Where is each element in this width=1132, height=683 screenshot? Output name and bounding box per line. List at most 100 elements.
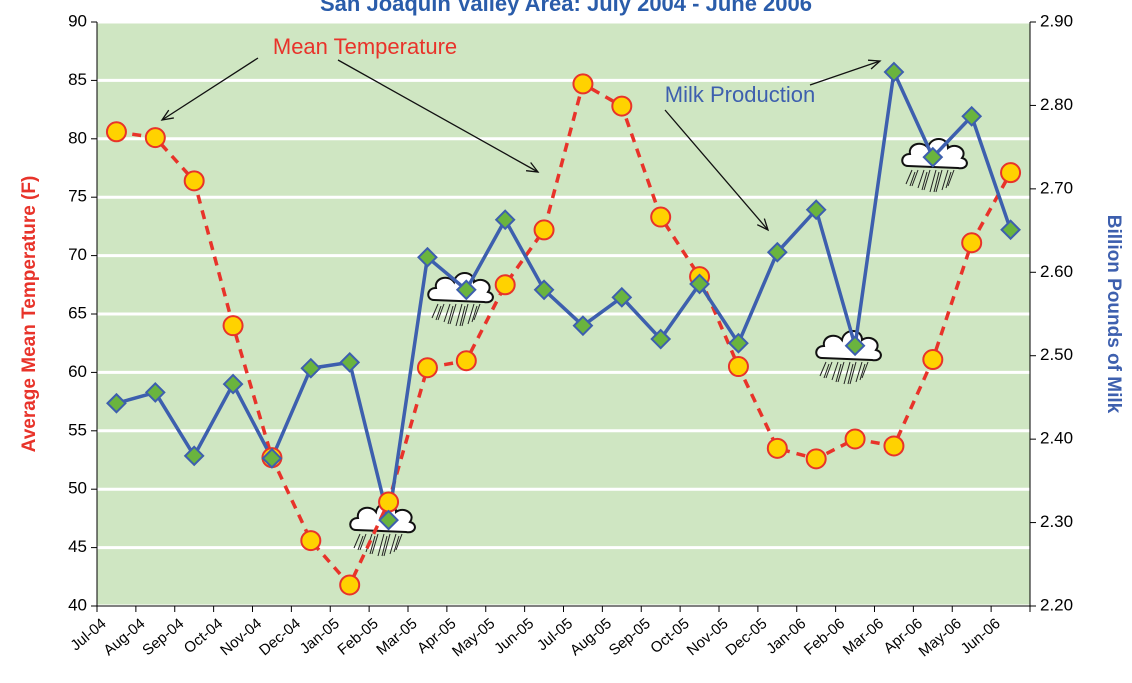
temperature-marker bbox=[572, 73, 594, 95]
x-tick-label: Feb-05 bbox=[334, 615, 381, 659]
y-tick-label: 80 bbox=[68, 128, 87, 147]
milk-marker bbox=[339, 351, 361, 373]
y-tick-label: 85 bbox=[68, 70, 87, 89]
y-tick-label: 50 bbox=[68, 479, 87, 498]
chart-title: San Joaquin Valley Area: July 2004 - Jun… bbox=[320, 0, 812, 16]
annotation-arrow-head bbox=[756, 218, 770, 232]
x-tick-label: Jun-05 bbox=[491, 615, 537, 658]
y2-tick-label: 2.90 bbox=[1040, 11, 1073, 30]
x-tick-label: Sep-04 bbox=[139, 615, 187, 659]
temperature-marker bbox=[144, 127, 166, 149]
x-tick-label: Dec-05 bbox=[722, 615, 770, 659]
temperature-marker bbox=[455, 350, 477, 372]
annotation-arrow bbox=[664, 109, 769, 231]
x-tick-label: Aug-04 bbox=[100, 615, 148, 659]
milk-marker bbox=[300, 357, 322, 379]
annotation: Milk Production bbox=[665, 82, 815, 107]
temperature-marker bbox=[416, 357, 438, 379]
milk-marker bbox=[922, 146, 944, 168]
temperature-marker bbox=[922, 349, 944, 371]
y-tick-label: 40 bbox=[68, 595, 87, 614]
milk-marker bbox=[494, 209, 516, 231]
milk-marker bbox=[961, 105, 983, 127]
milk-marker bbox=[883, 61, 905, 83]
y2-tick-label: 2.70 bbox=[1040, 178, 1073, 197]
y-tick-label: 45 bbox=[68, 537, 87, 556]
annotation-arrow bbox=[809, 60, 881, 86]
temperature-marker bbox=[883, 435, 905, 457]
y-tick-label: 60 bbox=[68, 362, 87, 381]
annotation-arrow-head bbox=[160, 109, 174, 121]
milk-marker bbox=[455, 279, 477, 301]
y-tick-label: 65 bbox=[68, 303, 87, 322]
y2-axis-label: Billion Pounds of Milk bbox=[1103, 215, 1124, 414]
y2-tick-label: 2.40 bbox=[1040, 429, 1073, 448]
x-tick-label: Oct-04 bbox=[181, 615, 226, 657]
temperature-marker bbox=[844, 428, 866, 450]
series-line bbox=[115, 65, 1013, 521]
annotation-arrow-head bbox=[867, 59, 882, 70]
x-tick-label: Oct-05 bbox=[647, 615, 692, 657]
x-tick-label: Jan-05 bbox=[297, 615, 343, 658]
milk-marker bbox=[689, 273, 710, 295]
annotation-arrow bbox=[337, 59, 539, 173]
temperature-marker bbox=[727, 356, 749, 378]
temperature-marker bbox=[300, 530, 322, 552]
y-axis-label: Average Mean Temperature (F) bbox=[19, 176, 40, 453]
temperature-marker bbox=[222, 315, 244, 337]
y-tick-label: 70 bbox=[68, 245, 87, 264]
x-tick-label: May-06 bbox=[916, 615, 965, 660]
milk-marker bbox=[144, 382, 166, 403]
y2-tick-label: 2.30 bbox=[1040, 512, 1073, 531]
x-tick-label: Sep-05 bbox=[606, 615, 654, 659]
x-tick-label: Nov-05 bbox=[684, 615, 732, 659]
milk-marker bbox=[106, 392, 127, 414]
milk-marker bbox=[650, 328, 672, 350]
milk-marker bbox=[805, 199, 827, 221]
temperature-marker bbox=[961, 232, 983, 254]
temperature-marker bbox=[805, 448, 827, 470]
y2-tick-label: 2.80 bbox=[1040, 95, 1073, 114]
temperature-marker bbox=[533, 219, 555, 241]
annotation-arrow-head bbox=[526, 162, 540, 173]
x-tick-label: Mar-05 bbox=[373, 615, 420, 659]
temperature-marker bbox=[766, 437, 788, 459]
temperature-marker bbox=[105, 121, 127, 143]
temperature-marker bbox=[378, 491, 400, 513]
x-tick-label: Dec-04 bbox=[256, 615, 304, 659]
annotation-arrow bbox=[161, 57, 259, 121]
milk-marker bbox=[183, 445, 205, 467]
x-tick-label: Nov-04 bbox=[217, 615, 265, 659]
milk-marker bbox=[766, 241, 788, 263]
y2-tick-label: 2.60 bbox=[1040, 262, 1073, 281]
milk-marker bbox=[728, 332, 749, 354]
milk-marker bbox=[611, 286, 633, 308]
annotation: Mean Temperature bbox=[273, 34, 457, 59]
temperature-marker bbox=[611, 95, 633, 117]
y-tick-label: 90 bbox=[68, 11, 87, 30]
x-tick-label: Jan-06 bbox=[763, 615, 809, 658]
temperature-marker bbox=[183, 170, 205, 192]
y-tick-label: 55 bbox=[68, 420, 87, 439]
temperature-marker bbox=[650, 206, 672, 228]
x-tick-label: Mar-06 bbox=[840, 615, 887, 659]
milk-marker bbox=[378, 509, 399, 531]
y2-tick-label: 2.20 bbox=[1040, 595, 1073, 614]
milk-marker bbox=[1000, 219, 1021, 241]
milk-marker bbox=[844, 335, 866, 357]
milk-marker bbox=[417, 246, 438, 268]
y2-tick-label: 2.50 bbox=[1040, 345, 1073, 364]
temperature-marker bbox=[1000, 162, 1022, 184]
x-tick-label: Jun-06 bbox=[958, 615, 1004, 658]
x-tick-label: Feb-06 bbox=[801, 615, 848, 659]
milk-marker bbox=[222, 373, 244, 395]
temperature-marker bbox=[339, 574, 361, 596]
milk-marker bbox=[261, 447, 283, 469]
x-tick-label: Aug-05 bbox=[567, 615, 615, 659]
y-tick-label: 75 bbox=[68, 187, 87, 206]
x-tick-label: May-05 bbox=[449, 615, 498, 660]
milk-marker bbox=[533, 279, 555, 301]
temperature-marker bbox=[494, 274, 516, 296]
milk-marker bbox=[572, 315, 594, 337]
